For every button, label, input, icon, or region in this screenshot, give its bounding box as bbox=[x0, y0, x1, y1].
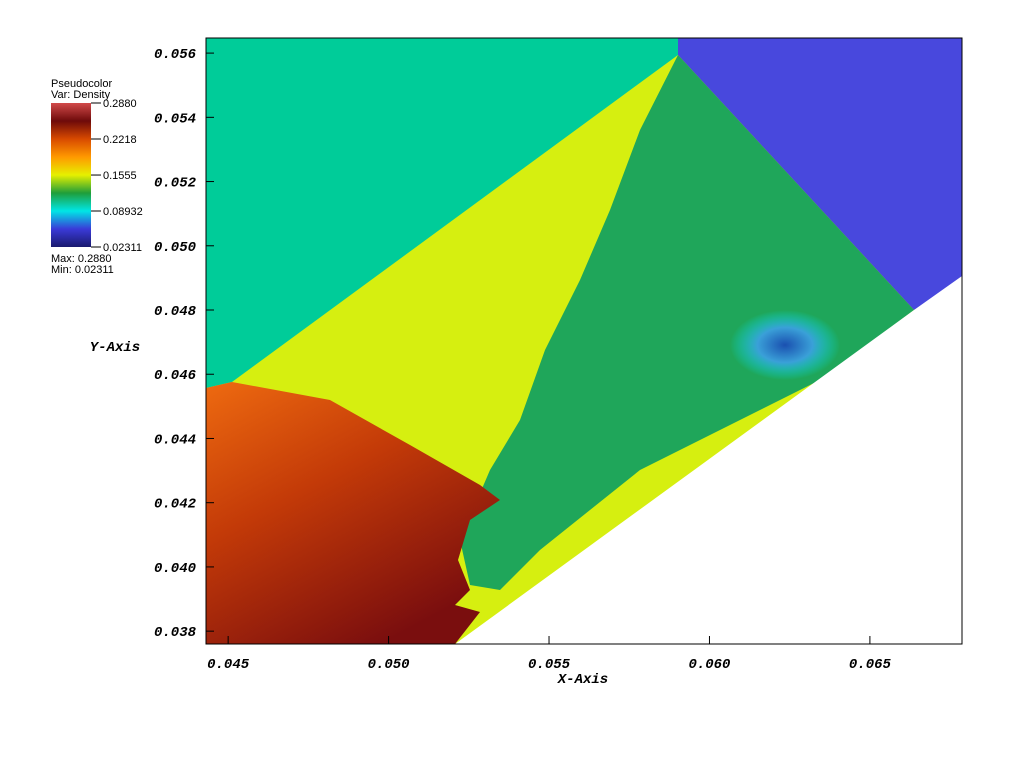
vortex bbox=[730, 310, 840, 380]
y-tick-label: 0.050 bbox=[154, 240, 196, 256]
y-tick-label: 0.048 bbox=[154, 304, 197, 320]
empty-region bbox=[455, 276, 962, 644]
y-tick-label: 0.052 bbox=[154, 176, 197, 192]
x-axis-label: X-Axis bbox=[557, 672, 608, 688]
teal-region bbox=[206, 38, 678, 388]
colorbar-label: 0.08932 bbox=[103, 206, 143, 218]
x-tick-label: 0.050 bbox=[368, 657, 410, 673]
y-tick-label: 0.056 bbox=[154, 47, 197, 63]
y-axis-label: Y-Axis bbox=[90, 340, 140, 356]
y-tick-label: 0.040 bbox=[154, 561, 196, 577]
red-region bbox=[206, 382, 500, 644]
y-tick-label: 0.054 bbox=[154, 111, 196, 127]
y-tick-label: 0.038 bbox=[154, 625, 197, 641]
legend-min: Min: 0.02311 bbox=[51, 264, 114, 276]
y-tick-label: 0.046 bbox=[154, 368, 197, 384]
legend-max: Max: 0.2880 bbox=[51, 253, 112, 265]
plot-frame bbox=[205, 37, 963, 645]
x-tick-label: 0.060 bbox=[688, 657, 730, 673]
colorbar-label: 0.2880 bbox=[103, 98, 137, 110]
legend-title: Pseudocolor bbox=[51, 78, 112, 90]
x-tick-label: 0.065 bbox=[849, 657, 892, 673]
field bbox=[205, 37, 963, 645]
x-tick-label: 0.045 bbox=[207, 657, 250, 673]
blue-region bbox=[678, 38, 962, 310]
x-tick-label: 0.055 bbox=[528, 657, 571, 673]
green-region bbox=[460, 55, 914, 590]
colorbar-label: 0.02311 bbox=[103, 242, 142, 254]
y-tick-label: 0.042 bbox=[154, 497, 197, 513]
colorbar bbox=[51, 103, 91, 247]
y-tick-label: 0.044 bbox=[154, 432, 196, 448]
legend-variable: Var: Density bbox=[51, 89, 111, 101]
colorbar-label: 0.1555 bbox=[103, 170, 137, 182]
colorbar-label: 0.2218 bbox=[103, 134, 137, 146]
